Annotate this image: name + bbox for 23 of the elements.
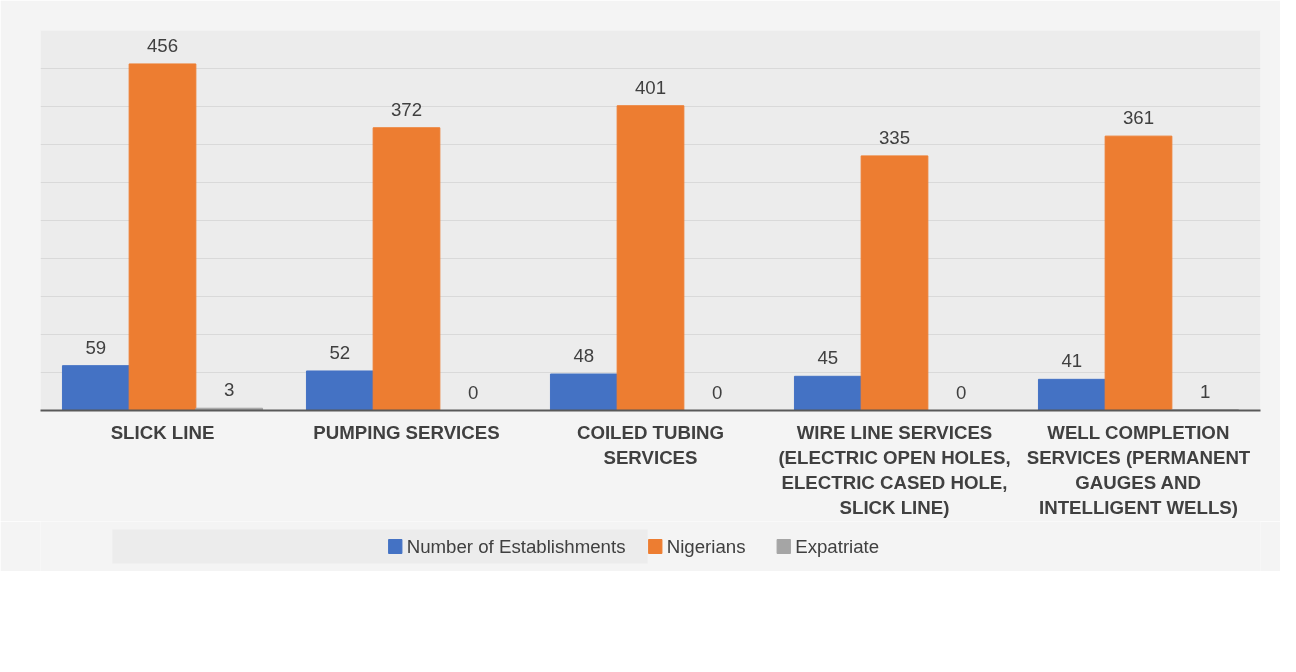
data-label: 45 [817, 347, 839, 369]
data-label: 401 [634, 76, 667, 98]
data-label: 0 [468, 381, 479, 403]
data-label: 41 [1061, 350, 1083, 372]
data-label: 456 [146, 34, 179, 56]
data-label: 59 [85, 336, 107, 358]
x-tick-label: WELL COMPLETION SERVICES (PERMANENT GAUGES AND INTELLIGENT WELLS) [1026, 421, 1251, 519]
data-label: 3 [224, 379, 235, 401]
legend-label: Expatriate [795, 536, 880, 557]
data-label: 52 [329, 341, 351, 363]
x-tick-label: PUMPING SERVICES [313, 421, 500, 443]
x-tick-label: WIRE LINE SERVICES (ELECTRIC OPEN HOLES, ELECTRIC CASED HOLE, SLICK LINE) [778, 421, 1011, 519]
data-label: 372 [390, 98, 423, 120]
data-label: 0 [956, 381, 967, 403]
data-label: 361 [1122, 107, 1155, 129]
data-label: 48 [573, 345, 595, 367]
data-label: 1 [1200, 380, 1211, 402]
x-tick-label: COILED TUBING SERVICES [576, 421, 725, 468]
x-tick-label: SLICK LINE [110, 421, 215, 443]
legend-label: Number of Establishments [406, 536, 626, 557]
data-label: 0 [712, 381, 723, 403]
legend-label: Nigerians [666, 536, 746, 557]
data-label: 335 [878, 126, 911, 148]
